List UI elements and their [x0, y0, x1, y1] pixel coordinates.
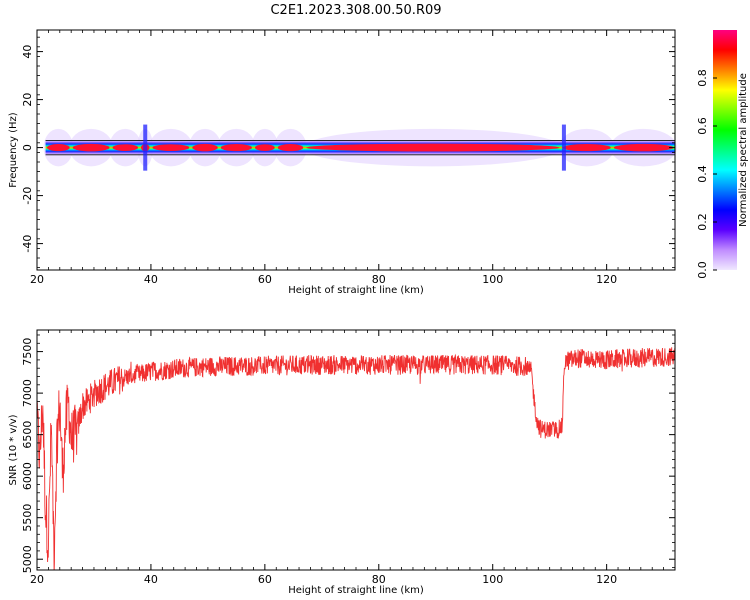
- spectrogram-segment: [277, 144, 304, 152]
- spectrogram-segment: [220, 144, 252, 152]
- y-tick-label: 5500: [21, 504, 34, 532]
- colorbar-tick-label: 0.6: [696, 117, 709, 135]
- spectrogram-segment: [254, 144, 275, 151]
- spectrogram-frame: [36, 29, 676, 271]
- x-tick-label: 120: [596, 273, 617, 286]
- x-tick-label: 100: [482, 573, 503, 586]
- spectrogram-segment: [306, 143, 560, 152]
- spectrogram-panel: 20 40 60 80 100 120 -40 -20 0 20 40 Height of stra…: [8, 29, 677, 296]
- y-tick-label: 20: [21, 93, 34, 107]
- colorbar: 0.0 0.2 0.4 0.6 0.8 Normalized spectral ampl…: [696, 30, 749, 279]
- y-tick-label: -20: [21, 187, 34, 205]
- colorbar-tick-label: 0.8: [696, 69, 709, 87]
- y-tick-label: 0: [21, 144, 34, 151]
- x-tick-label: 20: [30, 273, 44, 286]
- y-tick-label: 7000: [21, 379, 34, 407]
- spectrogram-x-label: Height of straight line (km): [288, 285, 424, 296]
- x-tick-label: 120: [596, 573, 617, 586]
- colorbar-label: Normalized spectral amplitude: [738, 73, 749, 227]
- spectrogram-segment: [72, 143, 110, 152]
- spectrogram-segment: [152, 144, 190, 151]
- spectrogram-segment: [112, 144, 139, 151]
- x-tick-label: 60: [258, 273, 272, 286]
- snr-series-line: [37, 347, 675, 570]
- x-tick-label: 100: [482, 273, 503, 286]
- snr-x-label: Height of straight line (km): [288, 585, 424, 596]
- spectrogram-segment: [47, 144, 70, 152]
- snr-frame: [36, 329, 676, 571]
- spectrogram-spike: [143, 124, 148, 171]
- y-tick-label: 7500: [21, 338, 34, 366]
- colorbar-tick-label: 0.2: [696, 213, 709, 231]
- spectrogram-segment: [192, 143, 218, 152]
- x-tick-label: 40: [144, 573, 158, 586]
- snr-y-label: SNR (10 * v/v): [8, 414, 19, 485]
- spectrogram-band-layer: [43, 124, 677, 171]
- spectrogram-segment: [562, 144, 611, 152]
- colorbar-axis: 0.0 0.2 0.4 0.6 0.8: [696, 69, 717, 279]
- x-tick-label: 80: [372, 273, 386, 286]
- colorbar-tick-label: 0.4: [696, 165, 709, 183]
- x-tick-label: 40: [144, 273, 158, 286]
- snr-panel: 20 40 60 80 100 120 5000 5500 6000 6500 7000 7500 H…: [8, 329, 676, 596]
- x-tick-label: 20: [30, 573, 44, 586]
- y-tick-label: -40: [21, 235, 34, 253]
- x-tick-label: 60: [258, 573, 272, 586]
- y-tick-label: 6500: [21, 421, 34, 449]
- spectrogram-segment: [613, 143, 674, 152]
- snr-axes: 20 40 60 80 100 120 5000 5500 6000 6500 7000 7500: [21, 330, 676, 586]
- colorbar-gradient: [713, 30, 737, 270]
- spectrogram-spike: [561, 124, 566, 171]
- y-tick-label: 6000: [21, 462, 34, 490]
- colorbar-tick-label: 0.0: [696, 261, 709, 279]
- figure-title: C2E1.2023.308.00.50.R09: [270, 3, 441, 18]
- x-tick-label: 80: [372, 573, 386, 586]
- y-tick-label: 40: [21, 45, 34, 59]
- spectrogram-y-label: Frequency (Hz): [8, 112, 19, 188]
- y-tick-label: 5000: [21, 545, 34, 573]
